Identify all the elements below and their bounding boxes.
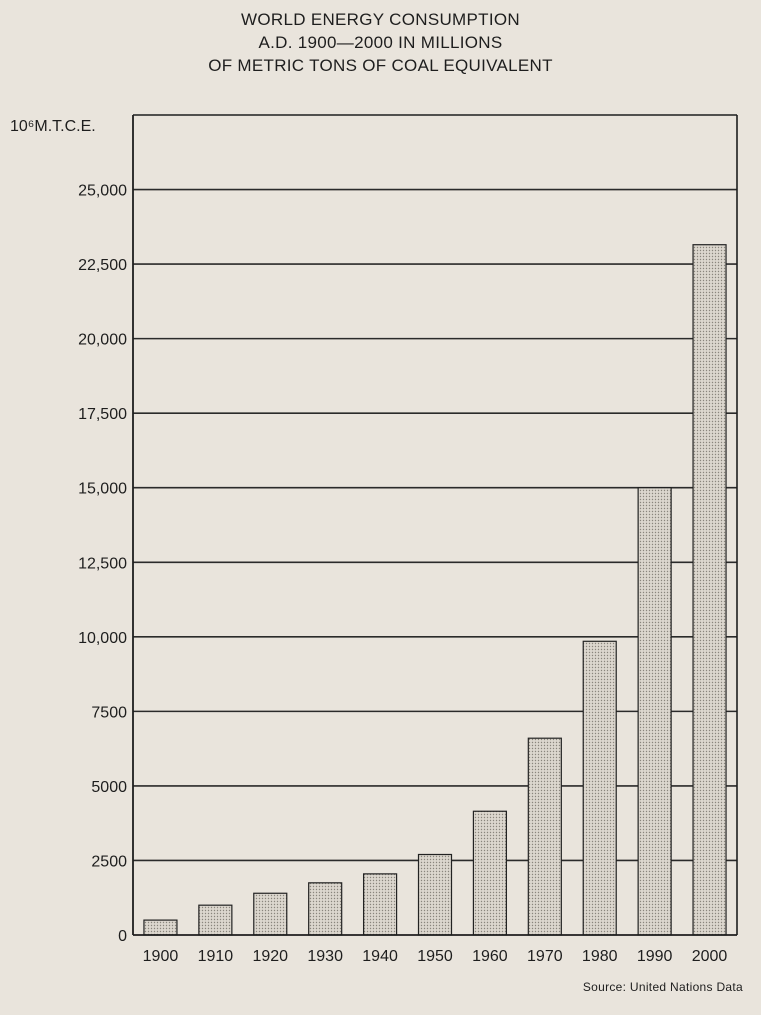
chart-title-line-1: WORLD ENERGY CONSUMPTION [241,10,520,29]
y-tick-label: 12,500 [78,555,127,572]
x-tick-label: 1960 [472,948,508,965]
y-tick-label: 20,000 [78,332,127,349]
axis-layer: 0 2500 5000 7500 10,000 12,500 15,000 17,500 20,… [78,114,738,965]
bar-1960 [472,810,508,936]
y-tick-label: 15,000 [78,481,127,498]
x-tick-label: 1970 [527,948,563,965]
bar-1940 [362,873,398,936]
y-tick-label: 17,500 [78,406,127,423]
bar-chart: 0 2500 5000 7500 10,000 12,500 15,000 17,500 20,… [10,114,738,965]
x-tick-label: 2000 [692,948,728,965]
chart-title-line-2: A.D. 1900—2000 IN MILLIONS [258,33,503,52]
bar-1950 [417,853,453,936]
bar-1920 [253,892,288,936]
y-tick-label: 10,000 [78,630,127,647]
y-tick-label: 22,500 [78,257,127,274]
chart-title-line-3: OF METRIC TONS OF COAL EQUIVALENT [208,56,553,75]
x-tick-label: 1920 [252,948,288,965]
x-tick-label: 1980 [582,948,618,965]
chart-title: WORLD ENERGY CONSUMPTION A.D. 1900—2000 … [0,8,761,77]
x-tick-label: 1930 [307,948,343,965]
x-tick-label: 1950 [417,948,453,965]
y-tick-label: 25,000 [78,183,127,200]
bar-1970 [527,737,562,936]
y-tick-label: 7500 [91,704,127,721]
bar-1900 [143,919,178,936]
x-tick-label: 1990 [637,948,673,965]
bar-1930 [308,882,343,936]
source-note: Source: United Nations Data [582,980,743,994]
x-tick-label: 1910 [198,948,234,965]
bar-2000 [692,244,727,936]
y-tick-label: 5000 [91,779,127,796]
y-axis-label: 10⁶M.T.C.E. [10,118,96,135]
bar-1990 [637,487,672,936]
bar-1910 [198,904,233,936]
bar-layer [143,244,727,936]
y-tick-label: 0 [118,928,127,945]
x-tick-label: 1940 [362,948,398,965]
bar-1980 [582,640,617,936]
x-tick-label: 1900 [143,948,179,965]
y-tick-label: 2500 [91,853,127,870]
